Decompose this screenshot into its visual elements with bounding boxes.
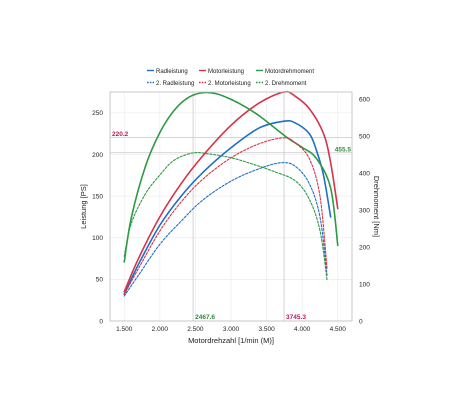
y-tick-label: 200	[92, 152, 103, 159]
legend[interactable]: Radleistung Motorleistung Motordrehmoment 2…	[147, 69, 314, 87]
y2-tick-label: 100	[359, 281, 370, 288]
x-tick-label: 2.000	[152, 326, 169, 333]
y2-tick-label: 400	[359, 171, 370, 178]
y-tick-label: 250	[92, 110, 103, 117]
y2-tick-label: 200	[359, 244, 370, 251]
marker-horizontal-label: 220.2	[112, 131, 129, 138]
x-tick-label: 2.500	[187, 326, 204, 333]
plot-frame	[109, 91, 353, 322]
x-tick-label: 1.500	[116, 326, 133, 333]
legend-label: Radleistung	[156, 69, 188, 75]
marker-vertical-label: 3745.3	[286, 314, 306, 321]
series-line-dashed-3	[123, 162, 328, 297]
y2-axis-label: Drehmoment [Nm]	[372, 176, 381, 237]
y2-tick-label: 0	[359, 318, 363, 325]
legend-label: 2. Motorleistung	[208, 81, 251, 87]
series-line-0	[123, 119, 332, 296]
axes: 1.500 2.000 2.500 3.000 3.500 4.000 4.500 0 50 10…	[92, 91, 370, 333]
series-group	[123, 90, 339, 297]
y2-tick-label: 300	[359, 207, 370, 214]
marker-horizontal-label: 455.5	[335, 146, 352, 153]
legend-label: 2. Radleistung	[156, 81, 194, 87]
marker-vertical-label: 2467.6	[195, 314, 215, 321]
y2-tick-label: 500	[359, 134, 370, 141]
y-tick-label: 50	[96, 277, 104, 284]
legend-label: Motordrehmoment	[265, 69, 314, 75]
x-axis-label: Motordrehzahl [1/min (M)]	[188, 336, 274, 345]
legend-label: Motorleistung	[208, 69, 244, 75]
series-line-2	[123, 91, 339, 263]
y-tick-label: 0	[99, 318, 103, 325]
series-line-dashed-4	[123, 137, 328, 295]
legend-label: 2. Drehmoment	[265, 81, 307, 87]
y-tick-label: 100	[92, 235, 103, 242]
x-tick-label: 3.000	[223, 326, 240, 333]
x-tick-label: 4.000	[294, 326, 311, 333]
x-tick-label: 4.500	[330, 326, 347, 333]
y-tick-label: 150	[92, 193, 103, 200]
x-tick-label: 3.500	[258, 326, 275, 333]
series-line-1	[123, 90, 339, 293]
series-line-dashed-5	[123, 152, 328, 281]
y2-tick-label: 600	[359, 97, 370, 104]
y-axis-label: Leistung [PS]	[79, 184, 88, 229]
